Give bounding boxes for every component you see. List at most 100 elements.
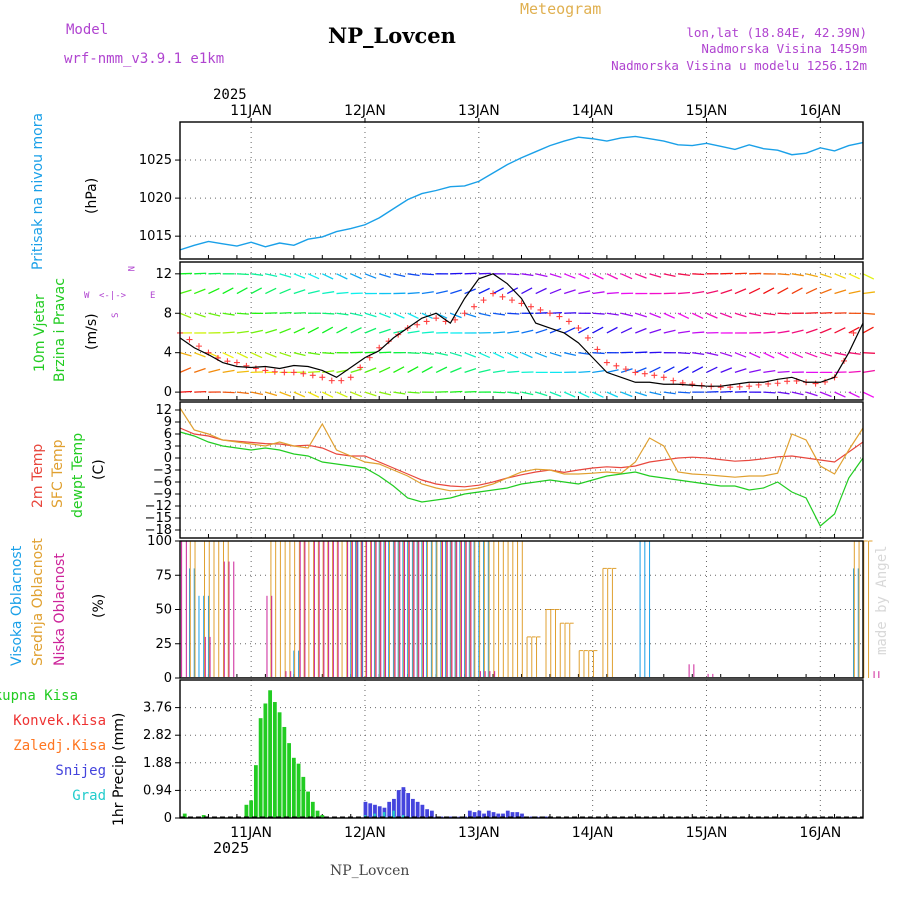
temp-sfc-line [179,407,864,492]
gust-marker [546,310,553,317]
gust-marker [584,334,591,341]
wind-arrow [606,273,618,280]
wind-arrow [820,327,832,334]
rain-bar [306,791,310,818]
wind-arrow [435,352,448,356]
legend-conv-rain: Konvek.Kisa [13,713,106,729]
wind-arrow [364,312,377,318]
wind-arrow [549,327,562,334]
legend-snow: Snijeg [55,763,106,779]
wind-arrow [763,331,776,334]
wind-arrow [407,273,420,277]
rain-bar [272,702,277,818]
wind-arrow [635,367,647,374]
wind-arrow [521,329,534,334]
wind-arrow [293,391,306,398]
wind-arrow [208,287,220,295]
station-coords: lon,lat (18.84E, 42.39N) [686,25,867,40]
wind-arrow [720,390,733,393]
wind-arrow [663,391,676,395]
wind-arrow [236,312,249,315]
gust-marker [765,380,772,387]
wind-arrow [763,391,776,394]
wind-arrow [194,352,206,358]
top-year-label: 2025 [213,87,247,103]
wind-arrow [862,312,876,315]
snow-bar [392,798,396,818]
y-tick-label: 1.88 [143,756,172,771]
wind-arrow [236,287,248,295]
wind-arrow [521,391,534,396]
wind-arrow [322,352,335,355]
credit-text: made by Angel [874,545,890,655]
snow-bar [467,810,472,818]
gust-marker [518,300,525,307]
wind-arrow [578,391,590,398]
wind-arrow [450,352,463,357]
gust-marker [717,384,724,391]
y-tick-label: 75 [155,568,172,583]
wind-arrow [492,369,505,374]
wind-arrow [464,368,477,374]
graupel-bar [373,813,376,818]
wind-arrow [862,291,875,295]
wind-arrow [521,352,533,359]
rain-bar [182,813,187,818]
wind-arrow [578,290,591,295]
wind-arrow [336,273,348,280]
y-tick-label: 8 [164,306,172,321]
wind-arrow [279,327,292,334]
wind-arrow [293,289,306,295]
snow-bar [510,812,515,818]
wind-arrow [862,369,875,374]
wind-arrow [649,366,661,373]
wind-arrow [179,312,192,319]
wind-arrow [663,329,676,334]
precip-ylabel-text: 1hr Precip [111,755,127,826]
wind-arrow [691,366,704,373]
snow-bar [425,809,430,818]
wind-arrow [791,391,804,396]
snow-bar [420,804,425,818]
wind-arrow [450,367,462,374]
wind-arrow [507,312,520,315]
snow-bar [482,813,486,818]
wind-arrow [734,272,747,275]
wind-arrow [336,291,349,295]
gust-marker [328,377,335,384]
wind-arrow [535,352,548,358]
wind-arrow [748,352,761,359]
precip-panel: 0 0.94 1.88 2.82 3.76 [143,679,864,826]
panel-frame [179,261,864,401]
graupel-bar [392,810,395,818]
y-tick-label: 6 [164,427,172,442]
compass-west: W [84,291,90,301]
wind-arrow [592,352,605,355]
wind-arrow [350,273,362,280]
model-elevation: Nadmorska Visina u modelu 1256.12m [611,58,867,73]
wind-arrow [407,366,419,373]
gust-marker [262,367,269,374]
y-tick-label: −6 [153,475,172,490]
wind-arrow [848,352,861,355]
wind-arrow [720,312,733,319]
gust-marker [281,369,288,376]
top-day-labels: 11JAN 12JAN 13JAN 14JAN 15JAN 16JAN [230,103,841,122]
wind-arrow [649,312,661,319]
wind-arrow [464,272,477,275]
wind-arrow [421,331,434,334]
y-tick-label: 9 [164,415,172,430]
gust-marker [490,290,497,297]
wind-arrow [279,352,292,358]
wind-arrow [222,312,235,316]
gust-marker [423,318,430,325]
wind-arrow [649,273,662,278]
wind-arrow [635,351,648,354]
rain-bar [287,743,291,818]
wind-arrow [763,352,775,359]
wind-arrow [635,312,647,318]
y-tick-label: 1025 [139,153,172,168]
footer-station: NP_Lovcen [330,863,409,879]
gust-marker [300,370,307,377]
temp-dewpt-label: dewpt Temp [70,433,86,518]
